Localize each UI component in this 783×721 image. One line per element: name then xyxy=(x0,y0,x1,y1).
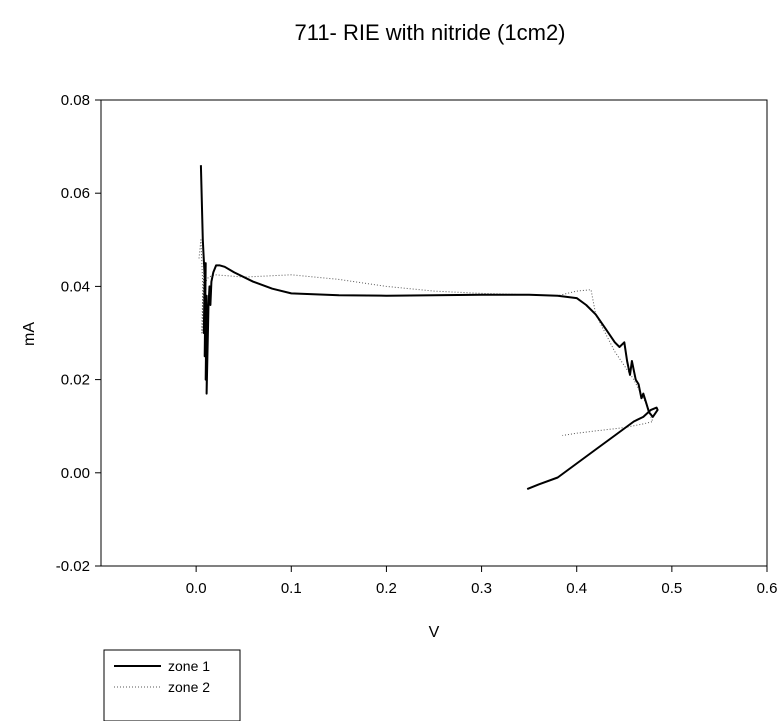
legend-label-zone-1: zone 1 xyxy=(168,658,210,674)
x-tick-label: 0.5 xyxy=(661,580,682,597)
series-layer xyxy=(198,165,659,491)
x-tick-label: 0.4 xyxy=(566,580,587,597)
y-tick-label: 0.08 xyxy=(61,92,90,109)
chart-title: 711- RIE with nitride (1cm2) xyxy=(294,20,565,45)
x-tick-label: 0.1 xyxy=(281,580,302,597)
x-tick-label: 0.3 xyxy=(471,580,492,597)
x-tick-label: 0.0 xyxy=(186,580,207,597)
y-tick-label: 0.04 xyxy=(61,278,90,295)
legend: zone 1 zone 2 xyxy=(103,649,241,721)
y-axis-label: mA xyxy=(21,322,38,346)
plot-frame xyxy=(100,99,768,567)
x-axis-label: V xyxy=(429,624,440,641)
y-axis-ticks: -0.02 0.00 0.02 0.04 0.06 0.08 xyxy=(56,92,101,575)
y-tick-label: 0.00 xyxy=(61,465,90,482)
x-tick-label: 0.2 xyxy=(376,580,397,597)
x-axis-ticks: 0.0 0.1 0.2 0.3 0.4 0.5 0.6 xyxy=(186,566,778,597)
y-tick-label: 0.06 xyxy=(61,185,90,202)
legend-label-zone-2: zone 2 xyxy=(168,679,210,695)
y-tick-label: 0.02 xyxy=(61,372,90,389)
x-tick-label: 0.6 xyxy=(757,580,778,597)
y-tick-label: -0.02 xyxy=(56,558,90,575)
legend-box xyxy=(103,649,241,721)
series-line-zone-1 xyxy=(199,165,659,491)
series-line-zone-2 xyxy=(198,239,654,436)
